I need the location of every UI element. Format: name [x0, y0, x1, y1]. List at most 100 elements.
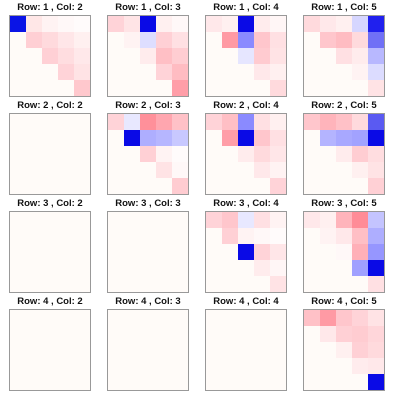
heatmap-cell: [270, 260, 286, 276]
heatmap-cell: [270, 228, 286, 244]
heatmap-cell: [320, 228, 336, 244]
heatmap-cell: [172, 114, 188, 130]
heatmap-cell: [172, 178, 188, 194]
heatmap-cell: [254, 64, 270, 80]
heatmap-cell: [352, 162, 368, 178]
heatmap-panel: Row: 1 , Col: 3: [107, 2, 189, 98]
heatmap-cell: [320, 130, 336, 146]
heatmap-cell: [368, 16, 384, 32]
heatmap-cell: [254, 228, 270, 244]
heatmap-cell: [140, 48, 156, 64]
heatmap-cell: [304, 212, 320, 228]
heatmap-cell: [42, 32, 58, 48]
heatmap-cell: [336, 146, 352, 162]
heatmap-panel: Row: 1 , Col: 2: [9, 2, 91, 98]
heatmap-cell: [156, 146, 172, 162]
heatmap-cell: [254, 130, 270, 146]
heatmap-cell: [336, 212, 352, 228]
heatmap-cell: [74, 80, 90, 96]
heatmap-cell: [108, 16, 124, 32]
heatmap-cell: [352, 48, 368, 64]
heatmap-cell: [222, 16, 238, 32]
panel-plot-area: [9, 309, 91, 391]
heatmap-cell: [222, 114, 238, 130]
heatmap-cell: [238, 228, 254, 244]
heatmap-cell: [368, 212, 384, 228]
heatmap-cell: [156, 130, 172, 146]
heatmap-cell: [124, 130, 140, 146]
panel-plot-area: [107, 309, 189, 391]
heatmap-cell: [270, 130, 286, 146]
heatmap-cell: [254, 260, 270, 276]
heatmap-cell: [58, 64, 74, 80]
panel-plot-area: [205, 113, 287, 195]
panel-title: Row: 2 , Col: 4: [213, 100, 279, 111]
heatmap-cell: [352, 146, 368, 162]
heatmap-cell: [270, 48, 286, 64]
panel-plot-area: [205, 211, 287, 293]
heatmap-cell: [304, 114, 320, 130]
heatmap-cell: [336, 130, 352, 146]
heatmap-panel: Row: 4 , Col: 2: [9, 296, 91, 392]
panel-title: Row: 2 , Col: 2: [17, 100, 83, 111]
heatmap-cell: [254, 32, 270, 48]
heatmap-cell: [156, 114, 172, 130]
heatmap-panel: Row: 3 , Col: 2: [9, 198, 91, 294]
panel-title: Row: 4 , Col: 4: [213, 296, 279, 307]
heatmap-cell: [368, 244, 384, 260]
heatmap-cell: [304, 16, 320, 32]
heatmap-cell: [238, 114, 254, 130]
heatmap-cell: [156, 64, 172, 80]
panel-plot-area: [205, 309, 287, 391]
heatmap-cell: [368, 310, 384, 326]
panel-title: Row: 3 , Col: 5: [311, 198, 377, 209]
heatmap-cell: [352, 310, 368, 326]
heatmap-cell: [368, 32, 384, 48]
heatmap-cell: [336, 342, 352, 358]
heatmap-cell: [42, 16, 58, 32]
heatmap-cell: [270, 178, 286, 194]
heatmap-panel: Row: 3 , Col: 3: [107, 198, 189, 294]
heatmap-cell: [238, 32, 254, 48]
panel-plot-area: [303, 309, 385, 391]
heatmap-cell: [270, 32, 286, 48]
heatmap-cell: [172, 32, 188, 48]
heatmap-cell: [156, 162, 172, 178]
heatmap-cell: [352, 114, 368, 130]
heatmap-cell: [336, 244, 352, 260]
panel-plot-area: [107, 15, 189, 97]
heatmap-cell: [368, 326, 384, 342]
heatmap-cell: [124, 32, 140, 48]
heatmap-cell: [238, 244, 254, 260]
panel-plot-area: [9, 113, 91, 195]
heatmap-panel: Row: 2 , Col: 3: [107, 100, 189, 196]
heatmap-cell: [304, 310, 320, 326]
panel-title: Row: 2 , Col: 3: [115, 100, 181, 111]
heatmap-cell: [172, 16, 188, 32]
heatmap-cell: [238, 130, 254, 146]
heatmap-cell: [26, 32, 42, 48]
heatmap-cell: [270, 276, 286, 292]
panel-plot-area: [9, 211, 91, 293]
heatmap-cell: [172, 162, 188, 178]
heatmap-cell: [320, 310, 336, 326]
heatmap-cell: [270, 212, 286, 228]
heatmap-cell: [172, 130, 188, 146]
heatmap-cell: [254, 244, 270, 260]
panel-title: Row: 3 , Col: 2: [17, 198, 83, 209]
heatmap-cell: [270, 146, 286, 162]
heatmap-panel: Row: 4 , Col: 3: [107, 296, 189, 392]
heatmap-cell: [352, 326, 368, 342]
heatmap-cell: [58, 32, 74, 48]
heatmap-cell: [368, 342, 384, 358]
heatmap-cell: [336, 310, 352, 326]
heatmap-cell: [270, 80, 286, 96]
heatmap-panel: Row: 1 , Col: 4: [205, 2, 287, 98]
panel-title: Row: 3 , Col: 4: [213, 198, 279, 209]
heatmap-cell: [368, 80, 384, 96]
heatmap-cell: [238, 48, 254, 64]
heatmap-panel: Row: 4 , Col: 5: [303, 296, 385, 392]
heatmap-cell: [368, 162, 384, 178]
panel-title: Row: 4 , Col: 3: [115, 296, 181, 307]
heatmap-cell: [352, 228, 368, 244]
